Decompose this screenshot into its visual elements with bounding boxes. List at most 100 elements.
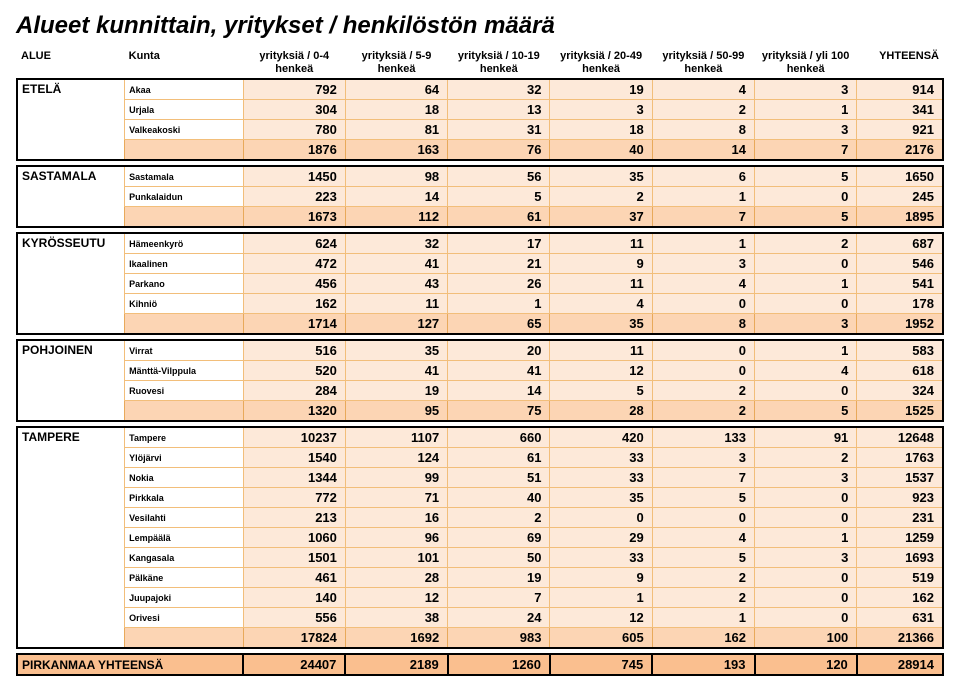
kunta-cell	[125, 314, 243, 335]
value-cell: 2	[755, 448, 857, 468]
subtotal-cell: 7	[755, 140, 857, 161]
value-cell: 556	[243, 608, 345, 628]
value-cell: 33	[550, 468, 652, 488]
value-cell: 12	[345, 588, 447, 608]
table-row: Valkeakoski78081311883921	[17, 120, 943, 140]
value-cell: 0	[652, 361, 754, 381]
value-cell: 223	[243, 187, 345, 207]
value-cell: 472	[243, 254, 345, 274]
subtotal-cell: 163	[345, 140, 447, 161]
table-row: SASTAMALASastamala1450985635651650	[17, 166, 943, 187]
value-cell: 3	[550, 100, 652, 120]
value-cell: 1107	[345, 427, 447, 448]
value-cell: 98	[345, 166, 447, 187]
subtotal-cell: 1692	[345, 628, 447, 649]
subtotal-total-cell: 21366	[857, 628, 943, 649]
subtotal-cell: 1714	[243, 314, 345, 335]
subtotal-cell: 3	[755, 314, 857, 335]
table-row: POHJOINENVirrat51635201101583	[17, 340, 943, 361]
value-cell: 5	[652, 488, 754, 508]
value-cell: 16	[345, 508, 447, 528]
value-cell: 99	[345, 468, 447, 488]
subtotal-total-cell: 1525	[857, 401, 943, 422]
table-row: Kihniö162111400178	[17, 294, 943, 314]
total-cell: 618	[857, 361, 943, 381]
value-cell: 19	[550, 79, 652, 100]
value-cell: 2	[652, 588, 754, 608]
value-cell: 0	[652, 508, 754, 528]
value-cell: 162	[243, 294, 345, 314]
value-cell: 1	[652, 233, 754, 254]
subtotal-cell: 983	[448, 628, 550, 649]
table-row: Pirkkala77271403550923	[17, 488, 943, 508]
value-cell: 660	[448, 427, 550, 448]
subtotal-cell: 95	[345, 401, 447, 422]
subtotal-cell: 112	[345, 207, 447, 228]
kunta-cell: Urjala	[125, 100, 243, 120]
value-cell: 140	[243, 588, 345, 608]
kunta-cell: Pälkäne	[125, 568, 243, 588]
value-cell: 64	[345, 79, 447, 100]
kunta-cell	[125, 401, 243, 422]
value-cell: 1450	[243, 166, 345, 187]
kunta-cell: Ruovesi	[125, 381, 243, 401]
subtotal-row: 17141276535831952	[17, 314, 943, 335]
kunta-cell: Punkalaidun	[125, 187, 243, 207]
subtotal-cell: 17824	[243, 628, 345, 649]
value-cell: 3	[755, 120, 857, 140]
col-c4: yrityksiä / 20-49 henkeä	[550, 48, 652, 79]
col-c6: yrityksiä / yli 100 henkeä	[755, 48, 857, 79]
subtotal-cell: 8	[652, 314, 754, 335]
value-cell: 11	[550, 233, 652, 254]
value-cell: 7	[448, 588, 550, 608]
kunta-cell: Ikaalinen	[125, 254, 243, 274]
total-cell: 1259	[857, 528, 943, 548]
value-cell: 17	[448, 233, 550, 254]
value-cell: 0	[755, 588, 857, 608]
table-row: Orivesi55638241210631	[17, 608, 943, 628]
kunta-cell: Virrat	[125, 340, 243, 361]
value-cell: 35	[345, 340, 447, 361]
kunta-cell: Akaa	[125, 79, 243, 100]
value-cell: 33	[550, 548, 652, 568]
value-cell: 2	[652, 381, 754, 401]
subtotal-cell: 5	[755, 401, 857, 422]
value-cell: 38	[345, 608, 447, 628]
value-cell: 35	[550, 166, 652, 187]
value-cell: 516	[243, 340, 345, 361]
value-cell: 0	[755, 568, 857, 588]
total-cell: 631	[857, 608, 943, 628]
value-cell: 29	[550, 528, 652, 548]
value-cell: 3	[755, 79, 857, 100]
col-c5: yrityksiä / 50-99 henkeä	[652, 48, 754, 79]
value-cell: 9	[550, 568, 652, 588]
region-label: ETELÄ	[17, 79, 125, 160]
kunta-cell: Orivesi	[125, 608, 243, 628]
value-cell: 9	[550, 254, 652, 274]
subtotal-row: 1320957528251525	[17, 401, 943, 422]
value-cell: 10237	[243, 427, 345, 448]
value-cell: 8	[652, 120, 754, 140]
total-cell: 178	[857, 294, 943, 314]
value-cell: 12	[550, 608, 652, 628]
region-label: POHJOINEN	[17, 340, 125, 421]
value-cell: 780	[243, 120, 345, 140]
value-cell: 43	[345, 274, 447, 294]
subtotal-cell: 5	[755, 207, 857, 228]
value-cell: 19	[448, 568, 550, 588]
value-cell: 11	[550, 340, 652, 361]
value-cell: 2	[550, 187, 652, 207]
table-row: TAMPERETampere1023711076604201339112648	[17, 427, 943, 448]
value-cell: 61	[448, 448, 550, 468]
total-cell: 546	[857, 254, 943, 274]
region-label: TAMPERE	[17, 427, 125, 648]
subtotal-row: 17824169298360516210021366	[17, 628, 943, 649]
value-cell: 69	[448, 528, 550, 548]
region-label: KYRÖSSEUTU	[17, 233, 125, 334]
value-cell: 624	[243, 233, 345, 254]
value-cell: 11	[550, 274, 652, 294]
value-cell: 2	[652, 568, 754, 588]
value-cell: 772	[243, 488, 345, 508]
value-cell: 35	[550, 488, 652, 508]
value-cell: 13	[448, 100, 550, 120]
